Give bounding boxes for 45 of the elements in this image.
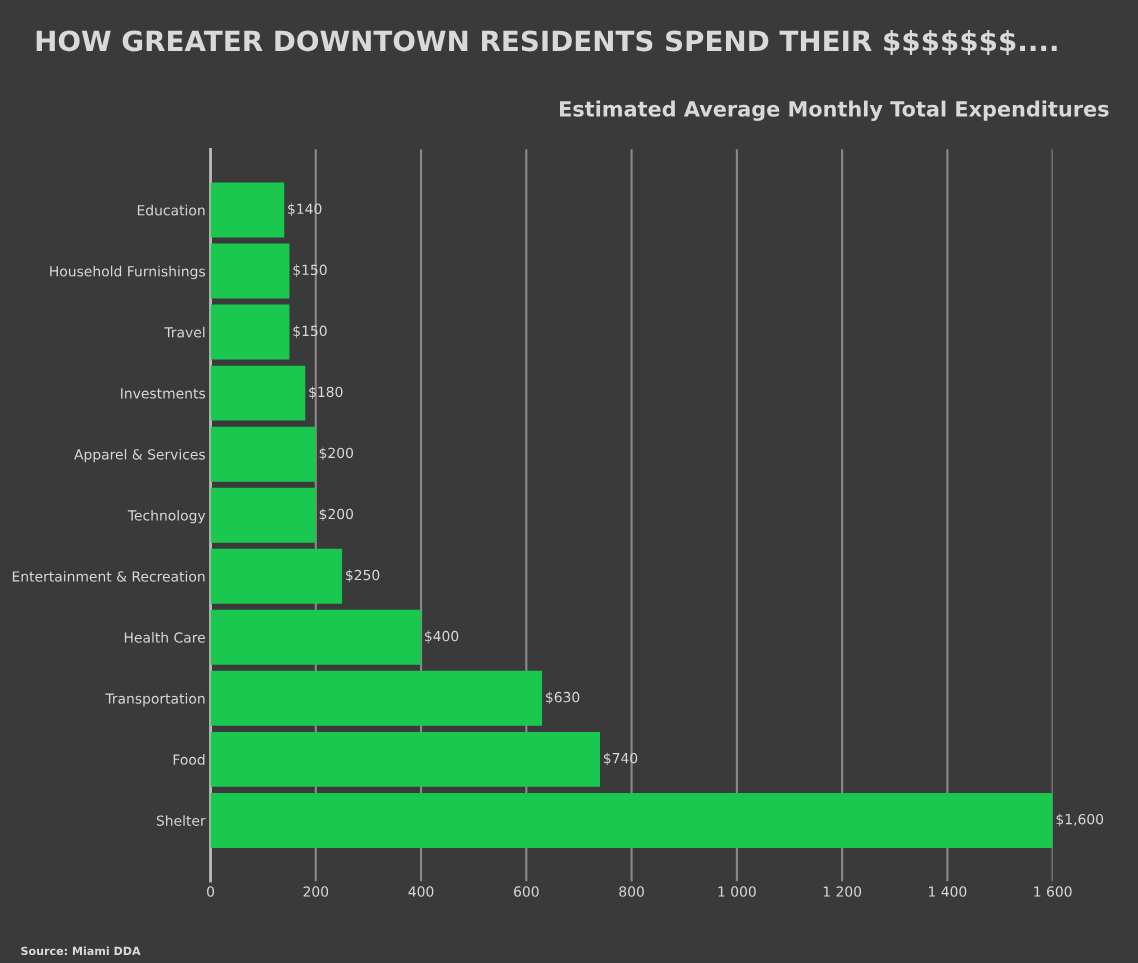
x-tick-label: 400 — [408, 886, 434, 897]
bar — [210, 182, 285, 238]
x-tick-label: 1 200 — [823, 886, 862, 897]
bar — [210, 731, 601, 787]
data-label: $630 — [546, 691, 580, 705]
data-label: $180 — [309, 386, 343, 399]
y-tick-label: Food — [173, 754, 205, 765]
y-tick-label: Shelter — [156, 815, 206, 826]
y-tick-label: Transportation — [105, 693, 205, 707]
y-tick-label: Health Care — [124, 632, 205, 643]
x-tick-label: 1 400 — [929, 886, 967, 897]
bar — [210, 304, 290, 360]
bar — [210, 548, 343, 604]
bar — [210, 609, 422, 665]
data-label: $150 — [293, 264, 327, 277]
bar — [210, 365, 306, 421]
bar — [210, 487, 316, 543]
chart-subtitle: Estimated Average Monthly Total Expenditures — [560, 100, 1109, 121]
x-tick-label: 1 600 — [1034, 886, 1072, 897]
data-label: $150 — [293, 325, 327, 338]
data-label: $400 — [424, 630, 459, 644]
y-tick-label: Household Furnishings — [50, 265, 205, 280]
data-label: $250 — [346, 569, 380, 583]
y-tick-label: Entertainment & Recreation — [12, 570, 205, 582]
x-tick-label: 1 000 — [718, 886, 756, 897]
bar — [210, 792, 1053, 848]
data-label: $740 — [603, 752, 638, 766]
data-label: $200 — [319, 508, 353, 522]
y-tick-label: Investments — [121, 388, 205, 399]
y-tick-label: Travel — [164, 326, 205, 338]
x-tick-label: 600 — [514, 886, 539, 897]
bar — [210, 426, 316, 482]
x-tick-label: 800 — [619, 886, 644, 897]
x-tick-label: 200 — [303, 886, 329, 897]
data-label: $140 — [288, 203, 322, 216]
data-label: $1,600 — [1056, 813, 1104, 827]
y-tick-label: Education — [137, 204, 205, 216]
x-tick-label: 0 — [207, 886, 215, 897]
data-label: $200 — [319, 447, 353, 461]
bar — [210, 670, 543, 726]
bar — [210, 243, 290, 299]
y-tick-label: Apparel & Services — [74, 448, 205, 463]
y-tick-label: Technology — [127, 509, 206, 524]
source-note: Source: Miami DDA — [21, 946, 141, 956]
chart-title: HOW GREATER DOWNTOWN RESIDENTS SPEND THEIR $$$$$$$.... — [36, 29, 1057, 56]
